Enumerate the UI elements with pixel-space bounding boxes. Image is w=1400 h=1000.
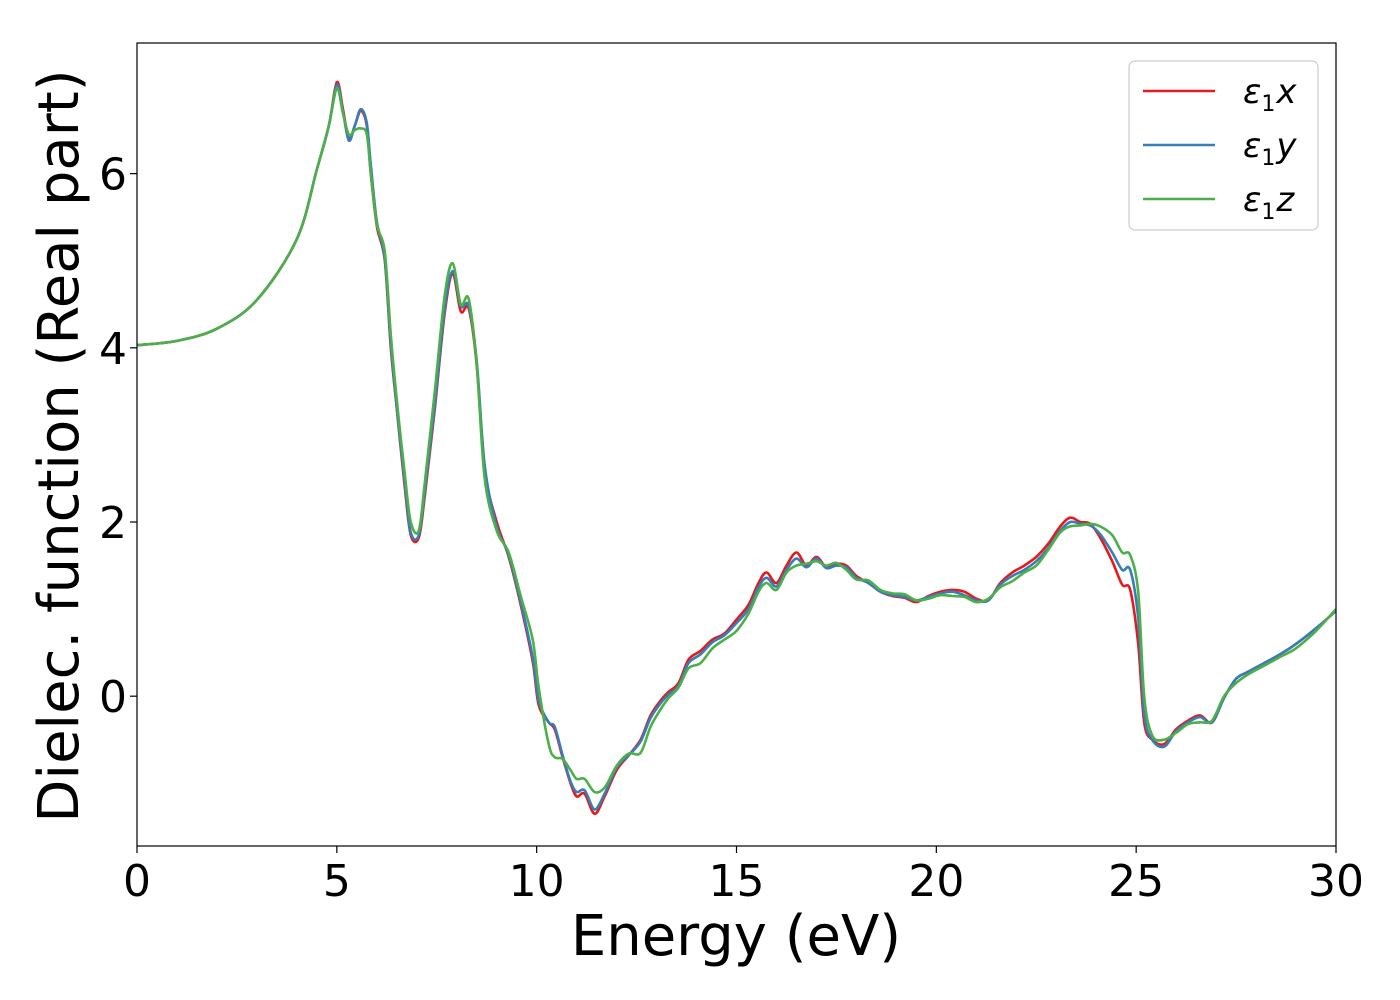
- series-layer: [137, 80, 1336, 816]
- x-tick-label: 30: [1308, 856, 1364, 907]
- x-tick-label: 0: [123, 856, 151, 907]
- series-line-3: [137, 86, 1336, 794]
- y-axis-title: Dielec. function (Real part): [27, 69, 92, 822]
- x-axis-title: Energy (eV): [571, 904, 901, 969]
- legend-symbol: ε: [1243, 126, 1261, 166]
- y-tick-label: 6: [99, 150, 127, 201]
- legend-subscript: 1: [1261, 200, 1275, 225]
- legend-component: z: [1275, 180, 1295, 220]
- x-tick-label: 10: [509, 856, 565, 907]
- y-tick-label: 0: [99, 672, 127, 723]
- legend-subscript: 1: [1261, 146, 1275, 171]
- y-axis-ticks: 0 2 4 6: [99, 150, 137, 723]
- x-tick-label: 15: [709, 856, 765, 907]
- x-tick-label: 5: [323, 856, 351, 907]
- legend-component: x: [1275, 72, 1297, 112]
- x-tick-label: 20: [908, 856, 964, 907]
- legend-label-3: ε1z: [1243, 180, 1295, 225]
- y-tick-label: 4: [99, 324, 127, 375]
- x-tick-label: 25: [1108, 856, 1164, 907]
- legend-box: [1128, 60, 1319, 231]
- legend-symbol: ε: [1243, 72, 1261, 112]
- y-tick-label: 2: [99, 498, 127, 549]
- legend-symbol: ε: [1243, 180, 1261, 220]
- x-axis-ticks: 0 5 10 15 20 25 30: [123, 846, 1364, 907]
- legend-label-2: ε1y: [1243, 126, 1297, 171]
- legend-component: y: [1275, 126, 1297, 166]
- legend-subscript: 1: [1261, 92, 1275, 117]
- legend-label-1: ε1x: [1243, 72, 1297, 117]
